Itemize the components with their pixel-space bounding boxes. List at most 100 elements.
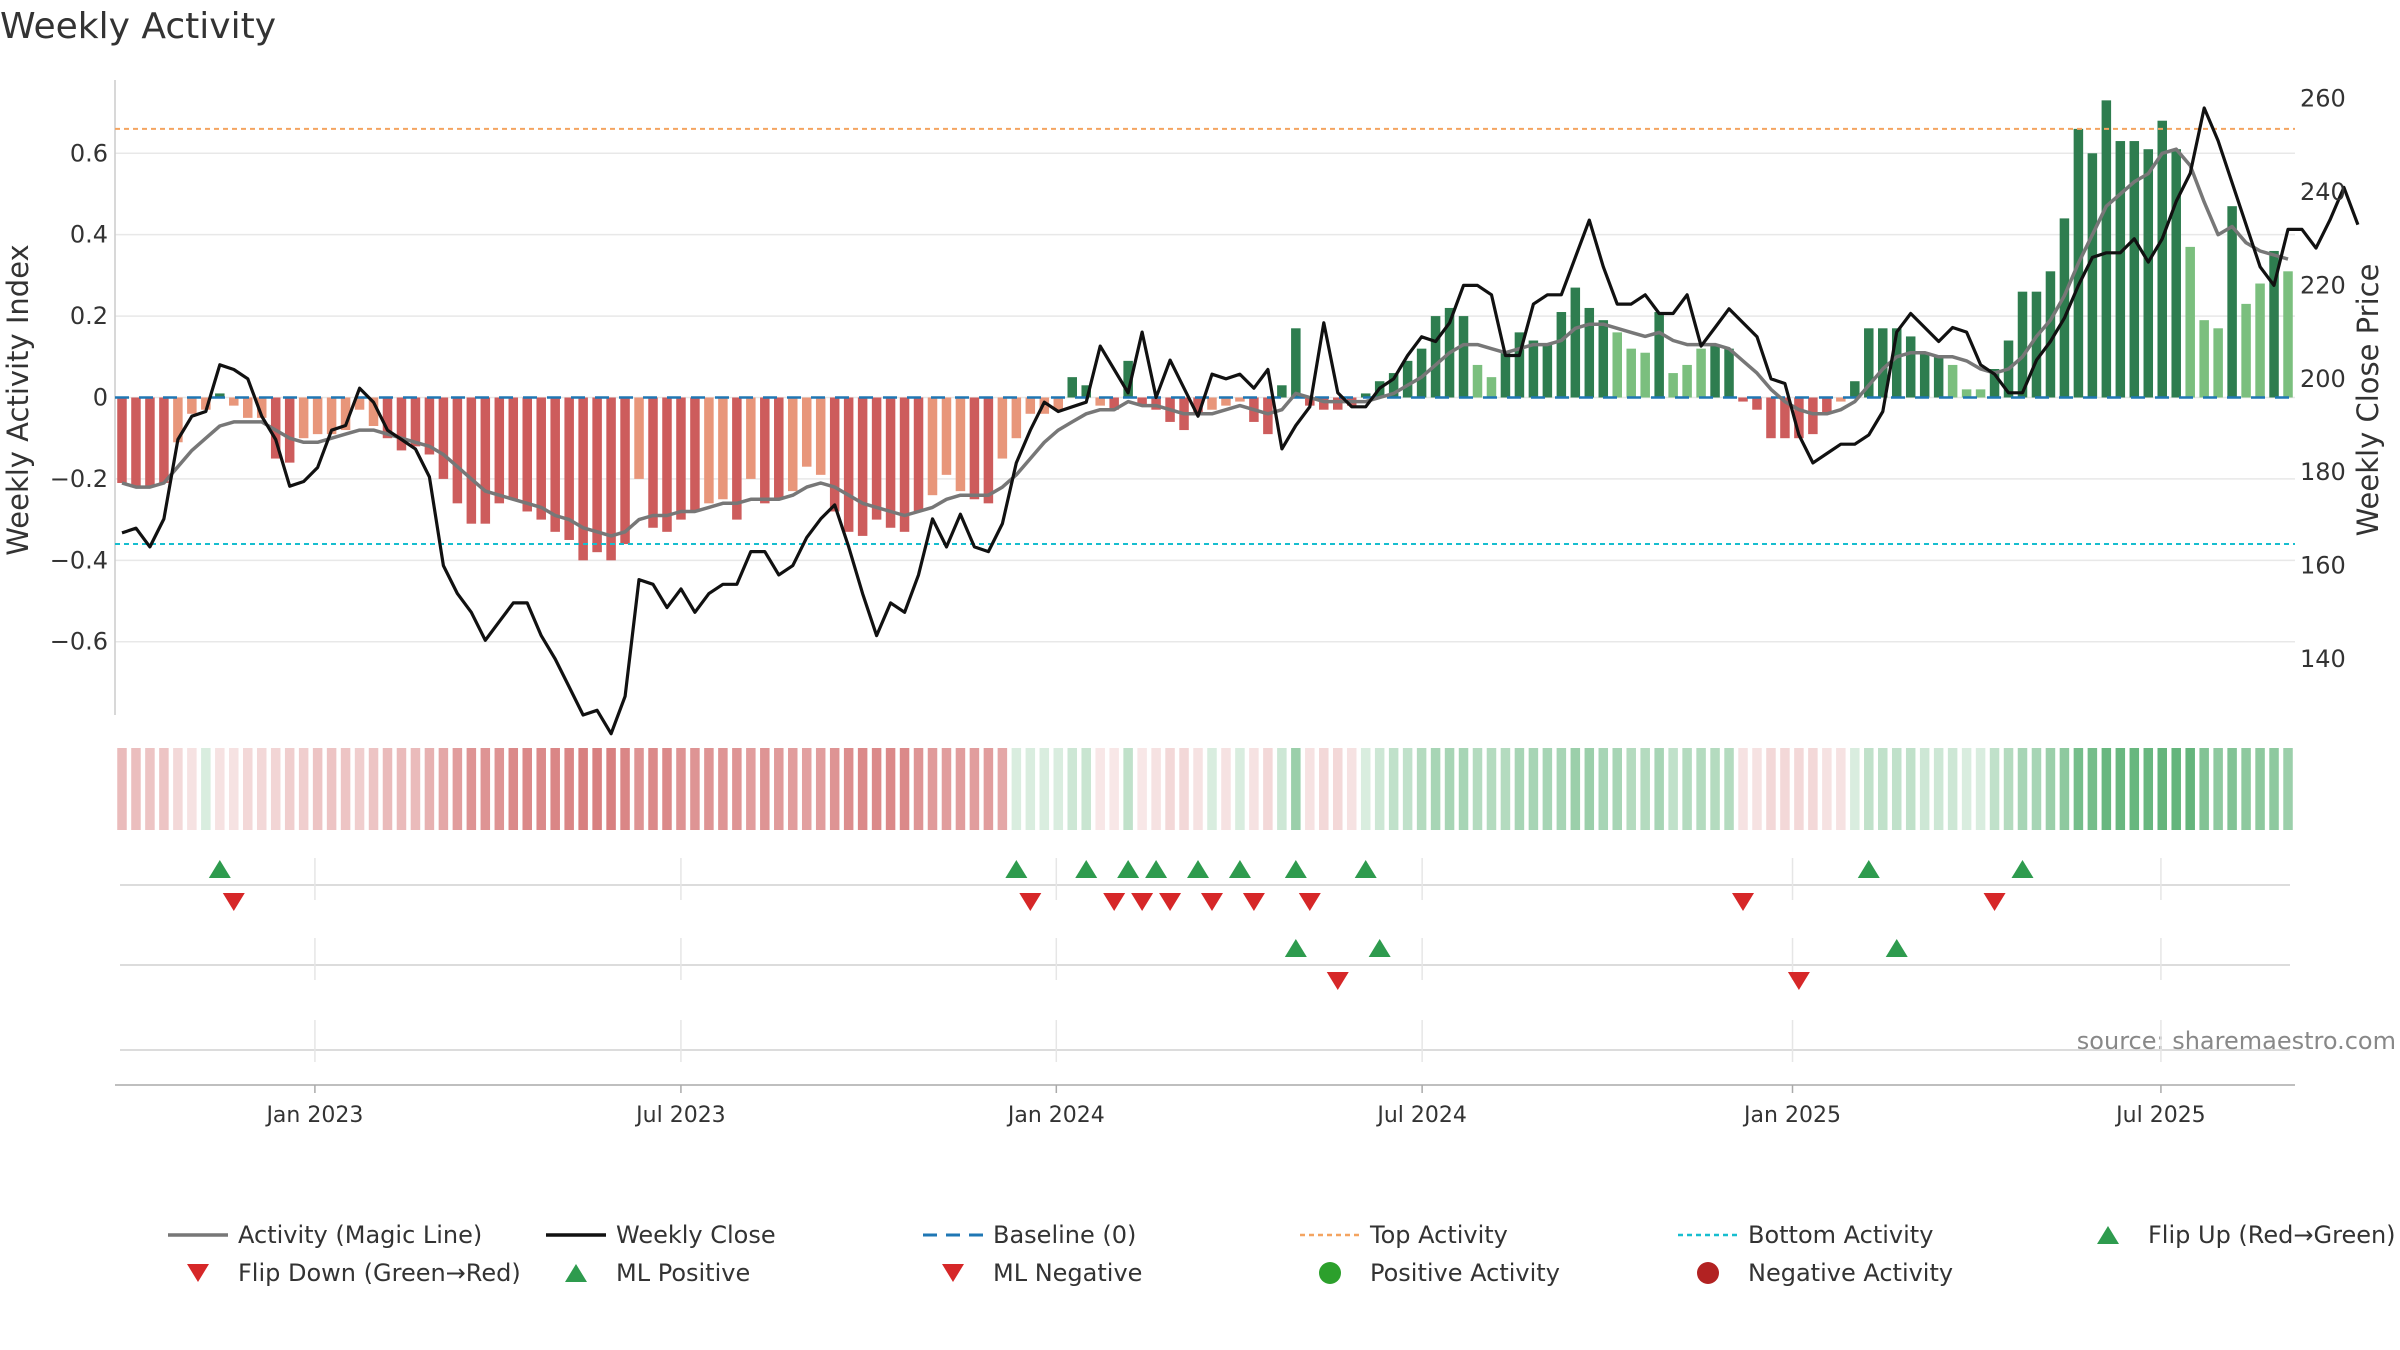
activity-bar (1360, 393, 1371, 398)
strip-cell (1109, 748, 1119, 830)
activity-bar (578, 397, 588, 561)
strip-cell (1556, 748, 1567, 830)
activity-bar (368, 397, 379, 426)
activity-bar (2213, 328, 2223, 398)
weekly-close-line (121, 106, 2360, 736)
strip-cell (270, 748, 281, 830)
activity-bar (382, 397, 393, 439)
strip-cell (1933, 748, 1944, 830)
legend-swatch (565, 1264, 587, 1282)
strip-cell (1752, 748, 1762, 830)
strip-cell (1780, 748, 1790, 830)
strip-cell (899, 748, 910, 830)
activity-bar (1291, 328, 1301, 398)
strip-cell (1039, 748, 1050, 830)
strip-cell (1766, 748, 1776, 830)
legend-label: Flip Down (Green→Red) (238, 1259, 521, 1287)
strip-cell (2171, 748, 2181, 830)
activity-bar (173, 397, 183, 443)
strip-cell (1528, 748, 1539, 830)
strip-cell (1947, 748, 1958, 830)
activity-bar (746, 397, 756, 479)
strip-cell (662, 748, 672, 830)
strip-cell (1738, 748, 1748, 830)
activity-bar (1472, 364, 1483, 398)
legend-label: Positive Activity (1370, 1259, 1560, 1287)
strip-cell (2227, 748, 2237, 830)
strip-cell (1235, 748, 1245, 830)
strip-cell (1123, 748, 1133, 830)
strip-cell (1975, 748, 1986, 830)
activity-bar (690, 397, 700, 512)
flip-down-marker (1732, 893, 1755, 911)
ml-positive-marker (1284, 939, 1307, 957)
flip-up-marker (1228, 860, 1251, 878)
strip-cell (1891, 748, 1902, 830)
strip-cell (955, 748, 966, 830)
activity-bar (1416, 348, 1427, 398)
flip-up-marker (1857, 860, 1880, 878)
activity-bar (2087, 153, 2098, 398)
strip-cell (1626, 748, 1636, 830)
flip-up-marker (1187, 860, 1210, 878)
strip-cell (1822, 748, 1832, 830)
strip-cell (1961, 748, 1972, 830)
strip-cell (2073, 748, 2084, 830)
activity-bar (634, 397, 644, 479)
left-tick-label: 0 (93, 384, 108, 412)
activity-bar (592, 397, 602, 553)
activity-bar (1333, 397, 1343, 410)
left-tick-label: −0.6 (50, 628, 108, 656)
activity-bar (2031, 291, 2042, 398)
strip-cell (564, 748, 574, 830)
strip-cell (2157, 748, 2167, 830)
strip-cell (2045, 748, 2056, 830)
activity-bar (620, 397, 630, 545)
flip-up-marker (1145, 860, 1168, 878)
strip-cell (187, 748, 197, 830)
strip-cell (1374, 748, 1385, 830)
ml-negative-marker (1326, 972, 1349, 990)
activity-bar (452, 397, 463, 504)
activity-bar (2143, 149, 2154, 398)
right-axis-ticks: 260 240 220 200 180 160 140 (2300, 85, 2346, 673)
strip-cell (1207, 748, 1217, 830)
strip-cell (815, 748, 826, 830)
strip-cell (718, 748, 728, 830)
strip-cell (2115, 748, 2126, 830)
strip-cell (298, 748, 309, 830)
activity-bar (1486, 377, 1497, 398)
strip-cell (2003, 748, 2014, 830)
strip-cell (1137, 748, 1147, 830)
activity-bar (1151, 397, 1161, 410)
strip-cell (1989, 748, 2000, 830)
activity-bar (788, 397, 798, 492)
strip-cell (2059, 748, 2070, 830)
activity-bar (2157, 120, 2167, 398)
activity-bar (187, 397, 197, 414)
activity-bar (1975, 389, 1986, 398)
activity-bar (1388, 373, 1399, 398)
legend-label: Baseline (0) (993, 1221, 1136, 1249)
strip-cell (857, 748, 868, 830)
activity-bar (298, 397, 309, 439)
activity-bar (410, 397, 421, 447)
legend-label: Activity (Magic Line) (238, 1221, 482, 1249)
strip-cell (1850, 748, 1860, 830)
strip-cell (382, 748, 393, 830)
strip-cell (620, 748, 630, 830)
strip-cell (1095, 748, 1105, 830)
activity-bar (354, 397, 365, 410)
strip-cell (1919, 748, 1930, 830)
strip-cell (592, 748, 602, 830)
x-axis: Jan 2023 Jul 2023 Jan 2024 Jul 2024 Jan 2025… (115, 1084, 2295, 1128)
strip-cell (801, 748, 812, 830)
strip-cell (1011, 748, 1022, 830)
strip-cell (1193, 748, 1203, 830)
legend-label: Bottom Activity (1748, 1221, 1933, 1249)
strip-cell (1291, 748, 1301, 830)
activity-bar (1067, 377, 1077, 398)
activity-bar (2241, 303, 2251, 398)
chart-title: Weekly Activity (0, 6, 276, 47)
flip-up-marker (1005, 860, 1028, 878)
